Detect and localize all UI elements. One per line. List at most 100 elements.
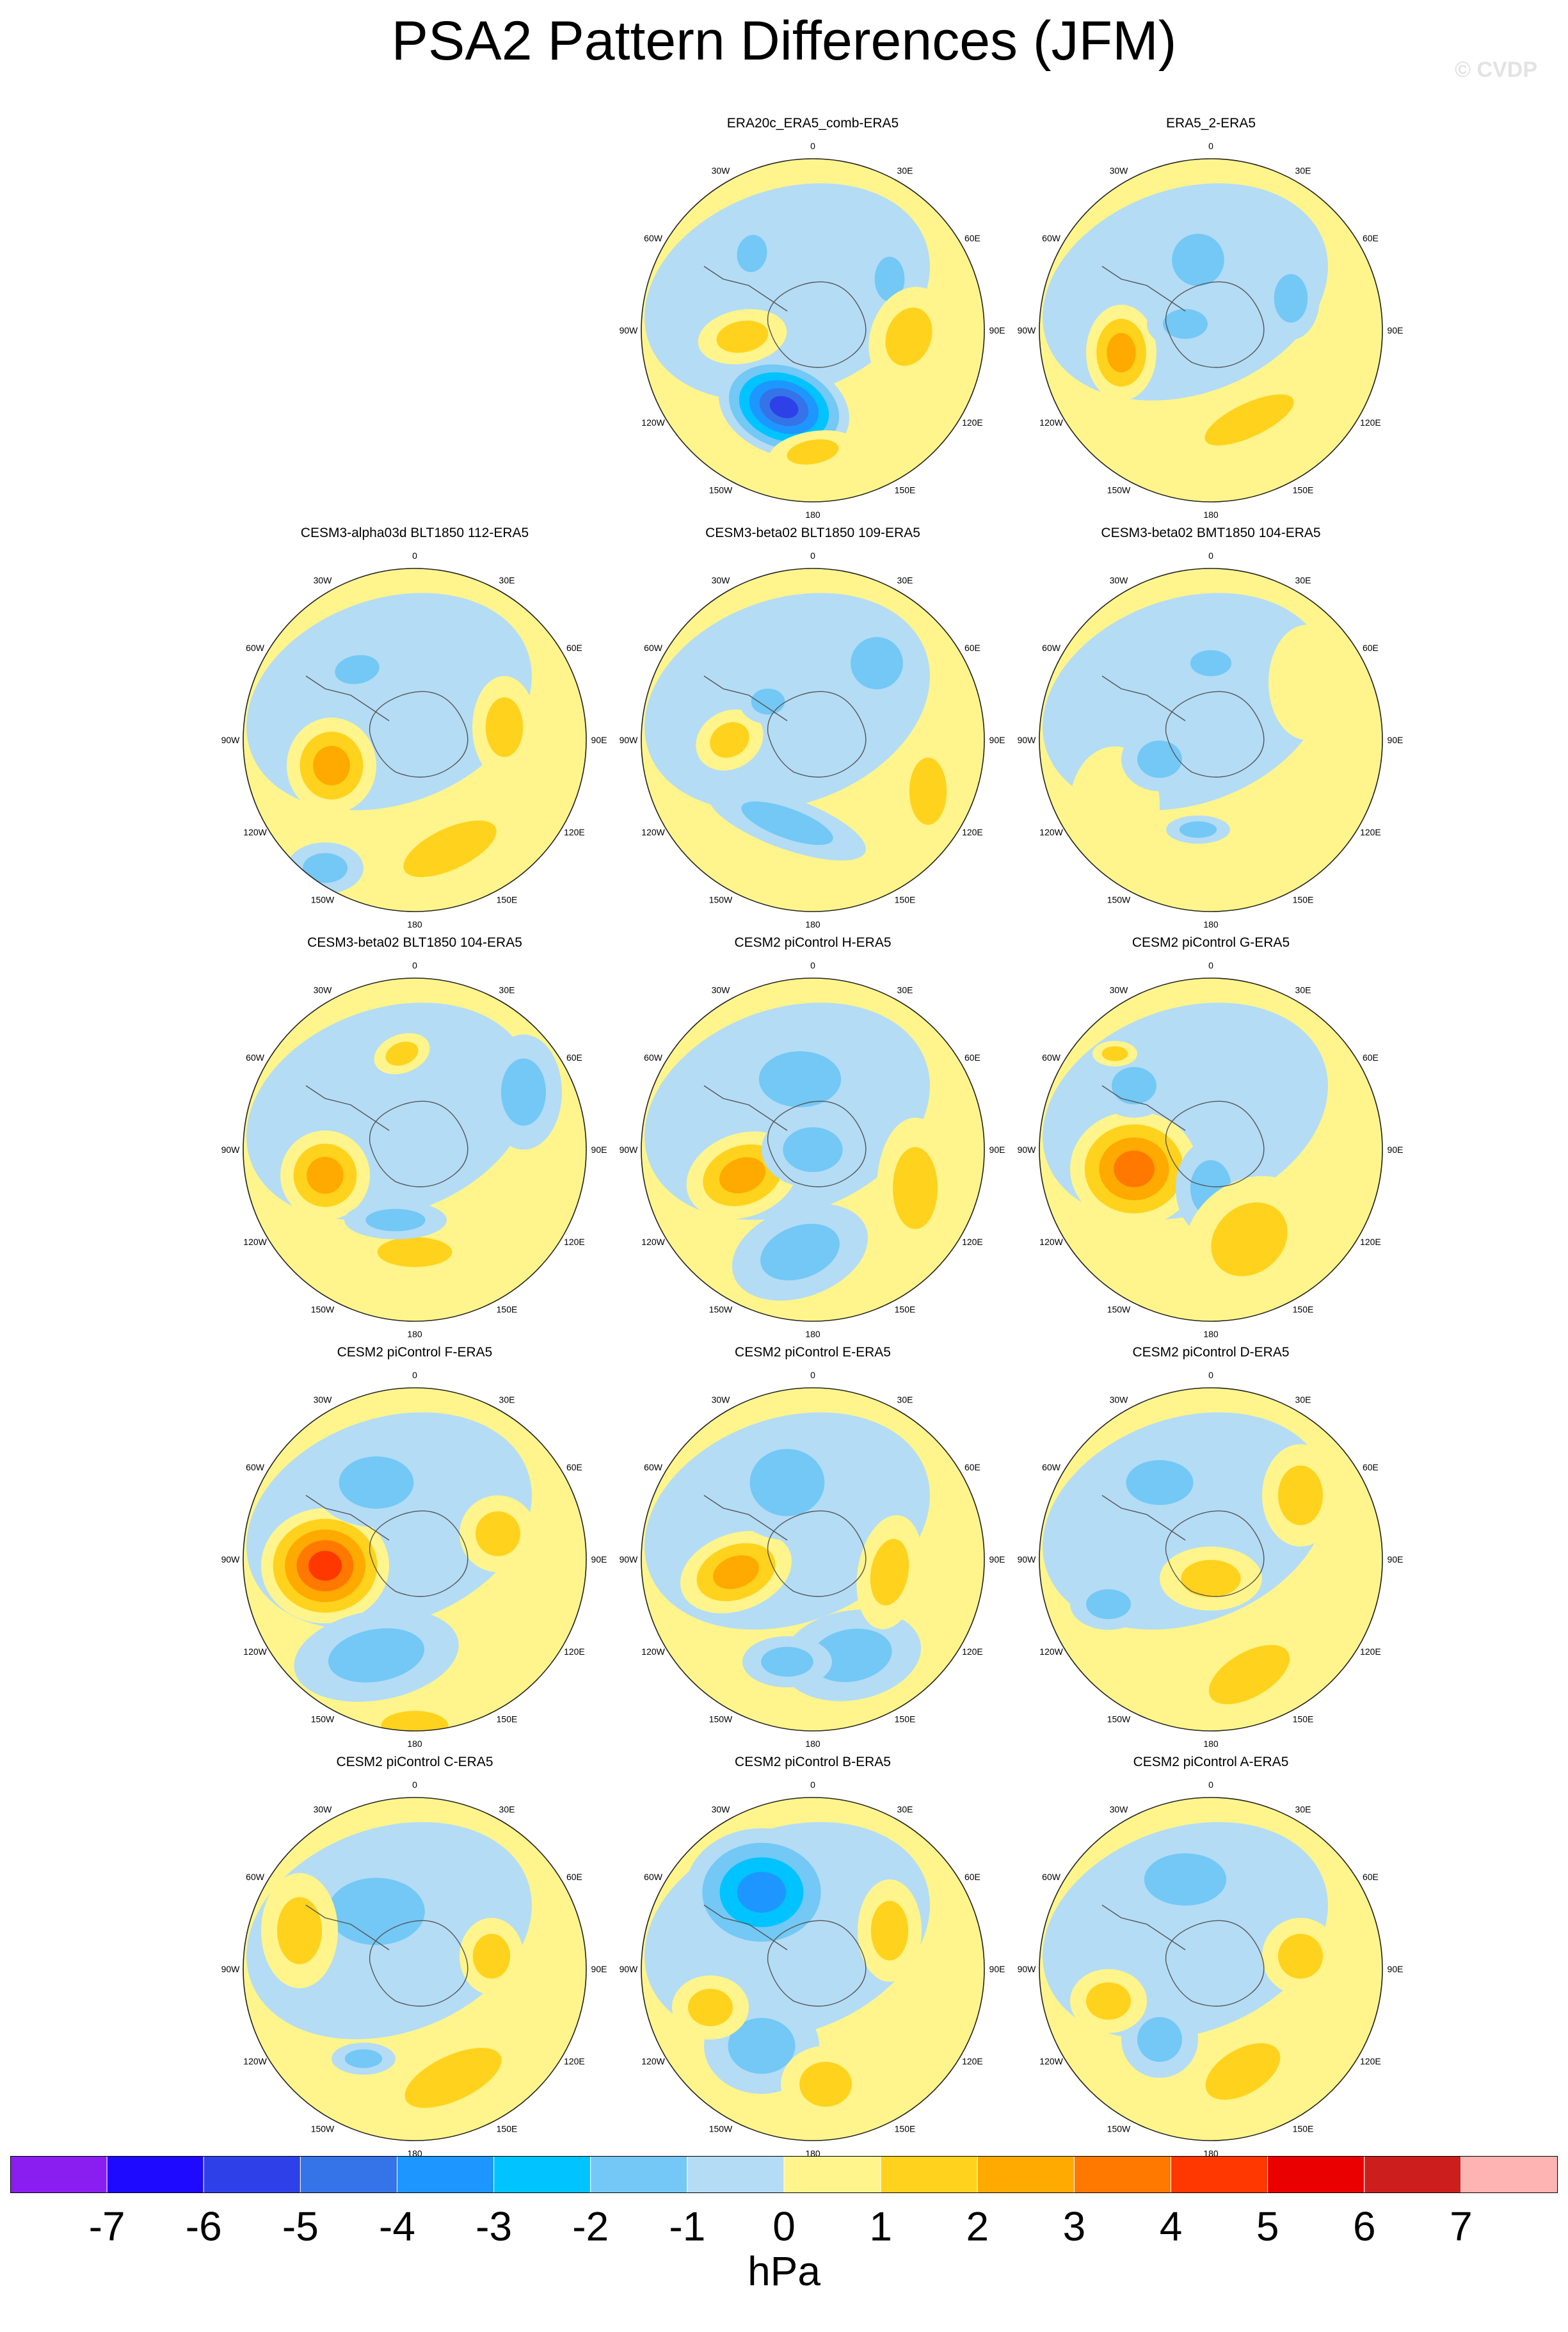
longitude-label: 60W — [1042, 1052, 1061, 1063]
polar-map: 0 30E 60E 90E 120E 150E 180 150W 120W 90W 60W 30W — [620, 1370, 1005, 1749]
colorbar-swatch — [687, 2156, 785, 2193]
antarctica-coastline — [1165, 281, 1265, 368]
longitude-label: 0 — [1208, 141, 1213, 151]
colorbar-swatch — [1460, 2156, 1558, 2193]
contour-region — [485, 697, 524, 757]
panel-title: CESM3-beta02 BMT1850 104-ERA5 — [1101, 526, 1321, 540]
colorbar-tick-label: -4 — [379, 2203, 415, 2249]
contour-region — [1107, 333, 1136, 373]
peninsula-coastline — [305, 1495, 390, 1541]
longitude-label: 90W — [620, 735, 639, 745]
contour-region — [1101, 1046, 1128, 1061]
contour-region — [870, 1539, 909, 1605]
colorbar-swatch — [977, 2156, 1075, 2193]
polar-map: 0 30E 60E 90E 120E 150E 180 150W 120W 90W 60W 30W — [221, 960, 607, 1339]
longitude-label: 30E — [897, 575, 913, 586]
longitude-label: 0 — [810, 551, 815, 561]
contour-region — [799, 2062, 852, 2107]
contour-region — [403, 820, 497, 878]
contour-region — [870, 1901, 909, 1961]
longitude-label: 150W — [709, 894, 733, 905]
peninsula-coastline — [1101, 1904, 1186, 1950]
longitude-label: 60E — [1363, 1462, 1379, 1472]
contour-region — [760, 1223, 840, 1281]
longitude-label: 120E — [1360, 1646, 1381, 1657]
longitude-label: 150W — [1107, 1714, 1131, 1724]
colorbar-tick-label: -3 — [476, 2203, 513, 2249]
colorbar-labels: -7 -6 -5 -4 -3 -2 -1 0 1 2 3 4 5 6 7 — [0, 2201, 1568, 2252]
peninsula-coastline — [703, 1085, 788, 1131]
panel-title: CESM3-beta02 BLT1850 104-ERA5 — [307, 935, 522, 950]
longitude-label: 120E — [1360, 2056, 1381, 2066]
map-boundary — [1039, 977, 1383, 1322]
longitude-label: 30W — [712, 1395, 731, 1405]
antarctica-coastline — [1165, 1100, 1265, 1187]
longitude-label: 30W — [712, 575, 731, 586]
longitude-label: 90W — [620, 1964, 639, 1974]
longitude-label: 120W — [1039, 1237, 1063, 1247]
longitude-label: 90E — [989, 1964, 1005, 1974]
longitude-label: 150W — [709, 2123, 733, 2134]
contour-region — [1278, 1934, 1323, 1979]
longitude-label: 150W — [1107, 894, 1131, 905]
longitude-label: 30W — [1110, 1805, 1129, 1815]
longitude-label: 30W — [712, 985, 731, 995]
longitude-label: 180 — [1203, 919, 1219, 929]
contour-region — [1163, 309, 1208, 339]
longitude-label: 120W — [641, 1646, 665, 1657]
colorbar-tick-label: -1 — [669, 2203, 706, 2249]
contour-region — [501, 1058, 546, 1126]
antarctica-coastline — [767, 691, 867, 778]
contour-region — [810, 1628, 892, 1682]
longitude-label: 120E — [1360, 417, 1381, 428]
longitude-label: 120W — [1039, 2056, 1063, 2066]
map-boundary — [1039, 158, 1383, 503]
map-boundary — [641, 158, 985, 503]
panel-title: CESM3-beta02 BLT1850 109-ERA5 — [705, 526, 920, 540]
contour-region — [719, 1157, 766, 1194]
longitude-label: 120E — [1360, 1237, 1381, 1247]
colorbar-tick-label: 2 — [966, 2203, 989, 2249]
longitude-label: 120W — [1039, 417, 1063, 428]
contour-region — [1205, 2043, 1281, 2100]
longitude-label: 120E — [962, 1237, 983, 1247]
longitude-label: 60W — [1042, 643, 1061, 653]
longitude-label: 60W — [1042, 233, 1061, 243]
longitude-label: 150W — [311, 894, 335, 905]
colorbar — [10, 2156, 1558, 2193]
contour-region — [758, 1051, 842, 1107]
longitude-label: 60W — [644, 1462, 663, 1472]
polar-map: 0 30E 60E 90E 120E 150E 180 150W 120W 90W 60W 30W — [620, 551, 1005, 929]
longitude-label: 0 — [412, 1780, 417, 1790]
colorbar-swatch — [397, 2156, 495, 2193]
contour-region — [737, 234, 767, 273]
longitude-label: 90E — [1388, 1145, 1404, 1155]
peninsula-coastline — [305, 1904, 390, 1950]
contour-region — [404, 2048, 502, 2108]
contour-region — [1181, 1559, 1241, 1598]
map-panel: CESM2 piControl H-ERA5 0 30E 60E 90E 120E 150E… — [614, 935, 1011, 1344]
colorbar-tick-label: -5 — [282, 2203, 319, 2249]
longitude-label: 90E — [989, 325, 1005, 335]
antarctica-coastline — [767, 281, 867, 368]
contour-region — [1114, 1150, 1155, 1187]
longitude-label: 150W — [1107, 485, 1131, 495]
longitude-label: 90E — [1388, 1964, 1404, 1974]
contour-region — [851, 637, 903, 689]
contour-region — [1112, 1066, 1156, 1105]
colorbar-swatch — [1267, 2156, 1365, 2193]
contour-region — [751, 688, 785, 715]
longitude-label: 90W — [221, 735, 241, 745]
peninsula-coastline — [305, 675, 390, 721]
longitude-label: 60W — [246, 643, 265, 653]
contour-region — [1172, 234, 1224, 286]
longitude-label: 150E — [895, 2123, 916, 2134]
longitude-label: 0 — [1208, 960, 1213, 970]
longitude-label: 120E — [564, 827, 585, 837]
contour-region — [1086, 1982, 1131, 2020]
colorbar-tick-label: 5 — [1256, 2203, 1279, 2249]
panel-title: CESM2 piControl A-ERA5 — [1133, 1755, 1289, 1769]
longitude-label: 90E — [591, 1964, 607, 1974]
contour-region — [472, 1934, 511, 1979]
longitude-label: 90E — [1388, 735, 1404, 745]
